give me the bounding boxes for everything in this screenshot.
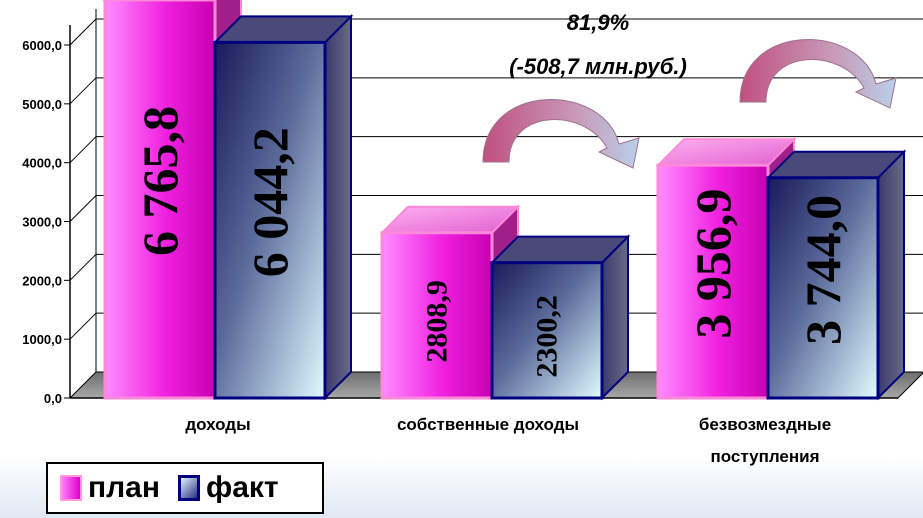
data-label-plan: 6 765,8 bbox=[132, 106, 188, 256]
category-label: собственные доходы bbox=[397, 415, 579, 434]
bar-fact bbox=[490, 261, 604, 400]
category-label: доходы bbox=[185, 415, 250, 434]
ytick-label: 5000,0 bbox=[22, 97, 62, 112]
ytick-label: 0,0 bbox=[44, 391, 62, 406]
ytick-label: 2000,0 bbox=[22, 273, 62, 288]
ytick-label: 1000,0 bbox=[22, 332, 62, 347]
ytick-label: 4000,0 bbox=[22, 156, 62, 171]
data-label-plan: 3 956,9 bbox=[685, 189, 741, 339]
gridline-side bbox=[69, 253, 97, 281]
annotation-percent: 81,9% bbox=[567, 10, 629, 35]
gridline-side bbox=[69, 136, 97, 164]
annotation-amount: (-508,7 млн.руб.) bbox=[509, 54, 687, 79]
ytick-label: 6000,0 bbox=[22, 38, 62, 53]
category-label: безвозмездные bbox=[699, 415, 831, 434]
gridline-side bbox=[69, 195, 97, 222]
bar-plan bbox=[656, 163, 770, 400]
arrow-icon bbox=[739, 39, 897, 109]
bar-fact-side bbox=[601, 234, 629, 401]
legend-label-fact: факт bbox=[205, 471, 279, 504]
category-label: поступления bbox=[710, 447, 819, 466]
gridline-side bbox=[69, 18, 97, 46]
data-label-plan: 2808,9 bbox=[421, 280, 454, 363]
legend: план факт bbox=[46, 462, 324, 514]
bar-fact-side bbox=[877, 149, 905, 401]
data-label-fact: 6 044,2 bbox=[242, 127, 298, 277]
bar-fact bbox=[213, 40, 327, 400]
bar-fact bbox=[766, 176, 880, 400]
bar-plan bbox=[103, 0, 217, 400]
ytick-label: 3000,0 bbox=[22, 215, 62, 230]
legend-swatch-plan bbox=[60, 475, 82, 501]
data-label-fact: 3 744,0 bbox=[795, 195, 851, 345]
bar-fact-side bbox=[324, 13, 352, 401]
legend-swatch-fact bbox=[177, 475, 200, 501]
arrow-icon bbox=[482, 99, 640, 169]
data-label-fact: 2300,2 bbox=[531, 295, 564, 378]
gridline-side bbox=[69, 77, 97, 105]
gridline-side bbox=[69, 312, 97, 340]
legend-label-plan: план bbox=[88, 471, 160, 504]
